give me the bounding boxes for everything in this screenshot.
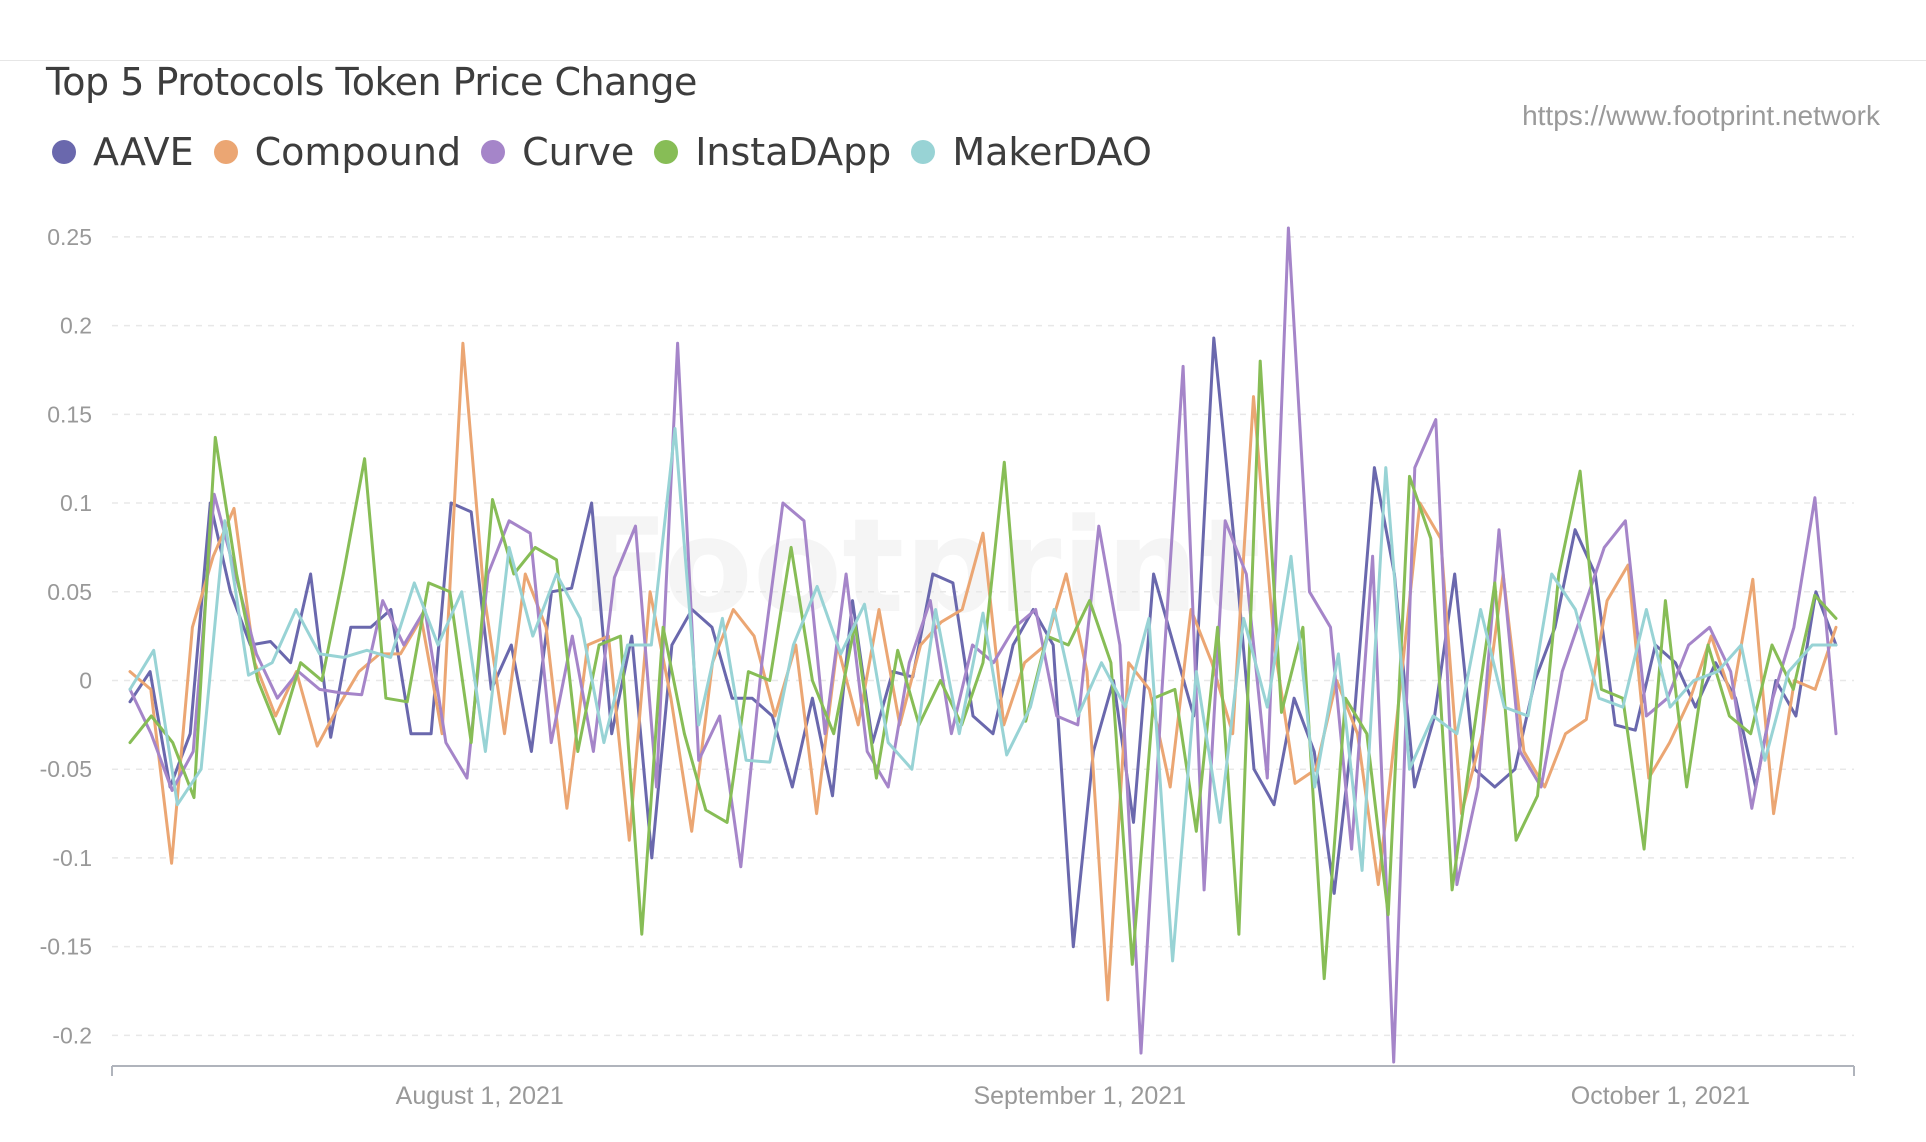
series-line-compound [128,341,1838,1002]
y-tick-label: -0.1 [52,845,92,871]
series-line-instadapp [128,359,1838,981]
source-url: https://www.footprint.network [1522,100,1880,131]
y-tick-label: 0.25 [47,224,92,250]
legend-dot-makerdao [911,140,936,164]
legend-label-instadapp: InstaDApp [695,130,892,174]
chart-title: Top 5 Protocols Token Price Change [46,60,697,104]
series-line-aave [128,336,1838,949]
legend-label-makerdao: MakerDAO [952,130,1152,174]
y-tick-label: 0.15 [47,401,92,427]
series-line-curve [128,226,1838,1064]
top-divider [0,60,1926,61]
x-tick-label: September 1, 2021 [973,1082,1186,1110]
legend-item-curve[interactable]: Curve [481,130,634,174]
legend-item-aave[interactable]: AAVE [52,130,194,174]
x-tick-label: October 1, 2021 [1571,1082,1750,1110]
y-tick-label: 0.05 [47,579,92,605]
y-tick-label: -0.2 [52,1022,92,1048]
legend-label-curve: Curve [522,130,635,174]
x-tick-label: August 1, 2021 [396,1082,564,1110]
legend-dot-compound [213,140,238,164]
legend-item-makerdao[interactable]: MakerDAO [911,130,1152,174]
legend-dot-aave [52,140,76,164]
legend-label-aave: AAVE [93,130,194,174]
y-tick-label: 0 [79,667,92,693]
y-tick-label: -0.15 [40,934,92,960]
legend-dot-curve [481,140,506,164]
y-tick-label: 0.1 [60,490,92,516]
legend-item-instadapp[interactable]: InstaDApp [654,130,891,174]
chart-legend: AAVE Compound Curve InstaDApp MakerDAO [52,130,1172,174]
legend-item-compound[interactable]: Compound [213,130,462,174]
y-tick-label: 0.2 [60,313,92,339]
legend-dot-instadapp [654,140,679,164]
series-line-makerdao [128,427,1838,963]
y-tick-label: -0.05 [40,756,92,782]
legend-label-compound: Compound [254,130,462,174]
